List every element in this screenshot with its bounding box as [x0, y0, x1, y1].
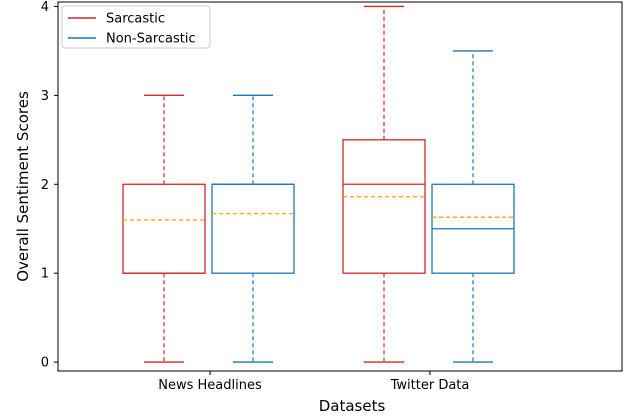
y-axis-label: Overall Sentiment Scores — [14, 91, 32, 282]
y-tick-label: 4 — [41, 0, 49, 15]
sarcastic-box — [122, 183, 206, 274]
y-tick-label: 3 — [41, 89, 49, 104]
legend-label: Non-Sarcastic — [106, 32, 196, 47]
x-tick-label: News Headlines — [158, 378, 262, 393]
x-tick-label: Twitter Data — [390, 378, 470, 393]
sarcastic-box — [342, 139, 426, 274]
y-tick-label: 1 — [41, 267, 49, 282]
y-tick-label: 0 — [41, 356, 49, 371]
legend-label: Sarcastic — [106, 12, 165, 27]
x-axis-label: Datasets — [319, 397, 386, 415]
legend-box — [61, 5, 211, 49]
non-sarcastic-box — [211, 183, 295, 274]
y-tick-label: 2 — [41, 178, 49, 193]
plot-frame — [57, 1, 623, 372]
